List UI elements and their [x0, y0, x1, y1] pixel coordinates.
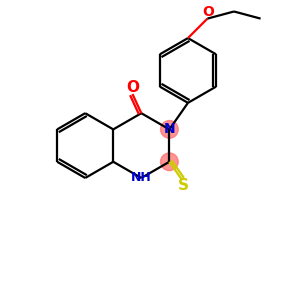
Circle shape [160, 153, 178, 171]
Text: NH: NH [131, 172, 152, 184]
Text: N: N [164, 122, 175, 136]
Circle shape [160, 121, 178, 138]
Text: O: O [202, 5, 214, 19]
Text: O: O [126, 80, 139, 95]
Text: S: S [178, 178, 189, 193]
